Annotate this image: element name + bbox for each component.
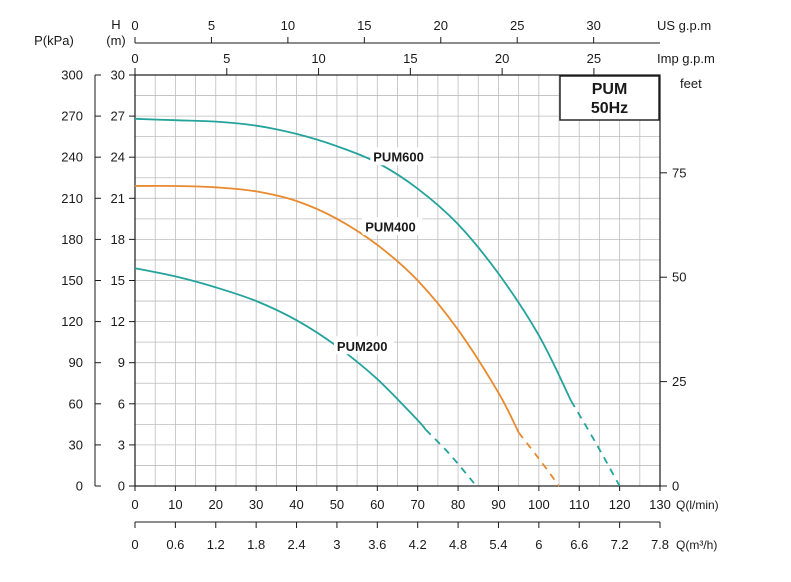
h-axis-tick-label: 3 bbox=[118, 437, 125, 452]
q-lmin-tick-label: 50 bbox=[330, 497, 344, 512]
q-lmin-axis-title: Q(l/min) bbox=[676, 498, 719, 512]
q-lmin-tick-label: 100 bbox=[528, 497, 550, 512]
feet-axis-tick-label: 25 bbox=[672, 374, 686, 389]
us-gpm-axis-title: US g.p.m bbox=[657, 18, 711, 33]
q-lmin-tick-label: 90 bbox=[491, 497, 505, 512]
h-axis-tick-label: 24 bbox=[111, 150, 125, 165]
h-axis-tick-label: 18 bbox=[111, 232, 125, 247]
grid bbox=[135, 75, 660, 486]
q-lmin-tick-label: 10 bbox=[168, 497, 182, 512]
curve-label-bg-pum200 bbox=[333, 336, 394, 355]
h-axis-tick-label: 9 bbox=[118, 355, 125, 370]
p-axis-tick-label: 90 bbox=[69, 355, 83, 370]
us-gpm-tick-label: 10 bbox=[281, 18, 295, 33]
us-gpm-tick-label: 5 bbox=[208, 18, 215, 33]
imp-gpm-tick-label: 20 bbox=[495, 51, 509, 66]
h-axis-tick-label: 6 bbox=[118, 396, 125, 411]
q-m3h-tick-label: 7.2 bbox=[611, 537, 629, 552]
feet-axis-tick-label: 0 bbox=[672, 479, 679, 494]
curve-pum400-dashed bbox=[517, 432, 560, 487]
model-badge-title: PUM bbox=[592, 81, 628, 98]
p-axis-tick-label: 60 bbox=[69, 396, 83, 411]
q-lmin-tick-label: 110 bbox=[569, 497, 590, 512]
q-m3h-tick-label: 6 bbox=[535, 537, 542, 552]
model-badge-frequency: 50Hz bbox=[591, 100, 628, 117]
p-axis-tick-label: 30 bbox=[69, 437, 83, 452]
imp-gpm-tick-label: 25 bbox=[587, 51, 601, 66]
h-axis-tick-label: 0 bbox=[118, 479, 125, 494]
h-axis-tick-label: 21 bbox=[111, 191, 125, 206]
curve-pum600 bbox=[134, 117, 573, 402]
imp-gpm-axis-title: Imp g.p.m bbox=[657, 51, 715, 66]
q-lmin-tick-label: 30 bbox=[249, 497, 263, 512]
curve-pum200-dashed bbox=[425, 429, 477, 487]
q-lmin-tick-label: 20 bbox=[209, 497, 223, 512]
imp-gpm-tick-label: 10 bbox=[311, 51, 325, 66]
h-axis-tick-label: 30 bbox=[111, 68, 125, 83]
us-gpm-tick-label: 0 bbox=[131, 18, 138, 33]
q-lmin-tick-label: 0 bbox=[131, 497, 138, 512]
feet-axis-tick-label: 75 bbox=[672, 165, 686, 180]
us-gpm-tick-label: 20 bbox=[434, 18, 448, 33]
curve-pum400 bbox=[134, 184, 520, 434]
h-axis-tick-label: 27 bbox=[111, 109, 125, 124]
q-m3h-tick-label: 6.6 bbox=[570, 537, 588, 552]
q-m3h-tick-label: 3.6 bbox=[368, 537, 386, 552]
p-axis-tick-label: 150 bbox=[61, 273, 83, 288]
feet-axis-tick-label: 50 bbox=[672, 270, 686, 285]
axes: 036912151821242730H(m)030609012015018021… bbox=[34, 17, 719, 552]
p-axis-tick-label: 240 bbox=[61, 150, 83, 165]
p-axis-tick-label: 300 bbox=[61, 68, 83, 83]
q-m3h-tick-label: 4.8 bbox=[449, 537, 467, 552]
q-lmin-tick-label: 40 bbox=[289, 497, 303, 512]
q-m3h-axis-title: Q(m³/h) bbox=[676, 538, 717, 552]
q-m3h-tick-label: 0 bbox=[131, 537, 138, 552]
h-axis-tick-label: 15 bbox=[111, 273, 125, 288]
h-axis-title: H bbox=[111, 17, 120, 32]
q-m3h-tick-label: 5.4 bbox=[489, 537, 507, 552]
q-lmin-tick-label: 80 bbox=[451, 497, 465, 512]
imp-gpm-tick-label: 5 bbox=[223, 51, 230, 66]
us-gpm-tick-label: 15 bbox=[357, 18, 371, 33]
feet-axis-title: feet bbox=[680, 76, 702, 91]
imp-gpm-tick-label: 15 bbox=[403, 51, 417, 66]
curve-label-bg-pum400 bbox=[362, 217, 423, 236]
h-axis-tick-label: 12 bbox=[111, 314, 125, 329]
us-gpm-tick-label: 25 bbox=[510, 18, 524, 33]
model-badge: PUM 50Hz bbox=[559, 75, 660, 121]
us-gpm-tick-label: 30 bbox=[586, 18, 600, 33]
q-m3h-tick-label: 1.2 bbox=[207, 537, 225, 552]
p-axis-tick-label: 180 bbox=[61, 232, 83, 247]
q-lmin-tick-label: 70 bbox=[410, 497, 424, 512]
q-lmin-tick-label: 60 bbox=[370, 497, 384, 512]
p-axis-tick-label: 120 bbox=[61, 314, 83, 329]
h-axis-unit: (m) bbox=[106, 33, 126, 48]
p-axis-tick-label: 210 bbox=[61, 191, 83, 206]
model-badge-box bbox=[559, 75, 660, 121]
curve-labels: PUM200 PUM400 PUM600 bbox=[333, 147, 431, 355]
curve-label-pum200: PUM200 bbox=[337, 339, 388, 354]
q-m3h-tick-label: 2.4 bbox=[287, 537, 305, 552]
p-axis-tick-label: 0 bbox=[76, 479, 83, 494]
p-axis-title: P(kPa) bbox=[34, 33, 74, 48]
q-lmin-tick-label: 130 bbox=[649, 497, 671, 512]
curve-pum600-dashed bbox=[570, 400, 621, 487]
curve-label-bg-pum600 bbox=[370, 147, 431, 166]
curve-label-pum600: PUM600 bbox=[373, 150, 424, 165]
q-m3h-tick-label: 7.8 bbox=[651, 537, 669, 552]
q-m3h-tick-label: 0.6 bbox=[166, 537, 184, 552]
imp-gpm-tick-label: 0 bbox=[131, 51, 138, 66]
q-m3h-tick-label: 4.2 bbox=[409, 537, 427, 552]
q-lmin-tick-label: 120 bbox=[609, 497, 631, 512]
q-m3h-tick-label: 3 bbox=[333, 537, 340, 552]
q-m3h-tick-label: 1.8 bbox=[247, 537, 265, 552]
curve-label-pum400: PUM400 bbox=[365, 220, 416, 235]
series-layer bbox=[134, 117, 621, 487]
curve-pum200 bbox=[134, 267, 427, 431]
p-axis-tick-label: 270 bbox=[61, 109, 83, 124]
